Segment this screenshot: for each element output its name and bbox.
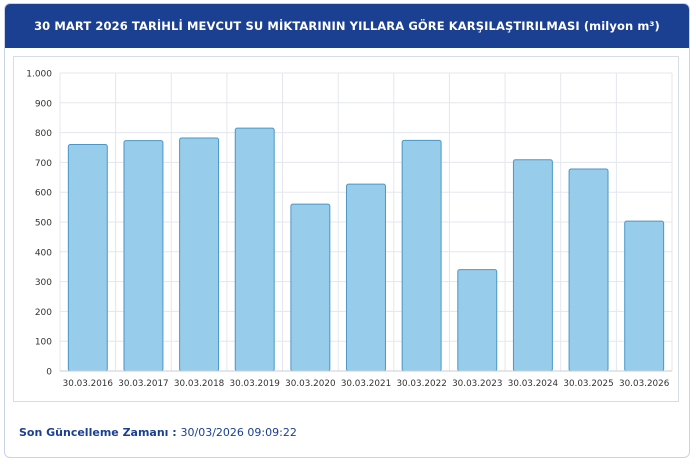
- last-update-label: Son Güncelleme Zamanı: [19, 426, 169, 439]
- x-tick-label: 30.03.2021: [341, 379, 391, 389]
- bar: [568, 168, 609, 372]
- y-tick-label: 800: [35, 129, 52, 139]
- bar: [512, 159, 553, 372]
- y-tick-label: 300: [35, 278, 52, 288]
- last-update: Son Güncelleme Zamanı : 30/03/2026 09:09…: [19, 426, 297, 439]
- bar: [290, 203, 331, 372]
- x-tick-label: 30.03.2024: [508, 379, 559, 389]
- x-tick-label: 30.03.2025: [563, 379, 613, 389]
- bar: [179, 137, 220, 372]
- bar: [123, 140, 164, 372]
- bar: [401, 139, 442, 372]
- last-update-separator: :: [168, 426, 181, 439]
- chart-title: 30 MART 2026 TARİHLİ MEVCUT SU MİKTARINI…: [34, 19, 660, 33]
- chart-card: 30 MART 2026 TARİHLİ MEVCUT SU MİKTARINI…: [4, 3, 690, 458]
- x-tick-label: 30.03.2019: [230, 379, 280, 389]
- bar: [457, 269, 498, 372]
- chart-title-bar: 30 MART 2026 TARİHLİ MEVCUT SU MİKTARINI…: [5, 4, 689, 48]
- chart-area: 0 100 200 300 400 500 600 700 800 900 1.000 30.03.2…: [13, 56, 679, 402]
- x-tick-label: 30.03.2016: [63, 379, 114, 389]
- y-tick-label: 900: [35, 99, 52, 109]
- bar: [67, 144, 108, 372]
- bar: [624, 220, 665, 372]
- y-tick-label: 1.000: [26, 70, 52, 80]
- x-tick-label: 30.03.2026: [619, 379, 670, 389]
- y-tick-label: 100: [35, 338, 52, 348]
- bar: [234, 127, 275, 372]
- x-tick-label: 30.03.2017: [118, 379, 168, 389]
- bar-chart: 0 100 200 300 400 500 600 700 800 900 1.000 30.03.2…: [26, 70, 673, 389]
- y-tick-label: 700: [35, 159, 52, 169]
- y-tick-label: 600: [35, 189, 52, 199]
- bar: [346, 183, 386, 372]
- last-update-value: 30/03/2026 09:09:22: [180, 426, 297, 439]
- x-tick-label: 30.03.2023: [452, 379, 502, 389]
- y-tick-label: 400: [35, 248, 52, 258]
- x-tick-label: 30.03.2020: [285, 379, 336, 389]
- x-tick-label: 30.03.2018: [174, 379, 224, 389]
- y-tick-label: 200: [35, 308, 52, 318]
- x-tick-label: 30.03.2022: [396, 379, 446, 389]
- y-tick-label: 0: [46, 368, 52, 378]
- y-tick-label: 500: [35, 219, 52, 229]
